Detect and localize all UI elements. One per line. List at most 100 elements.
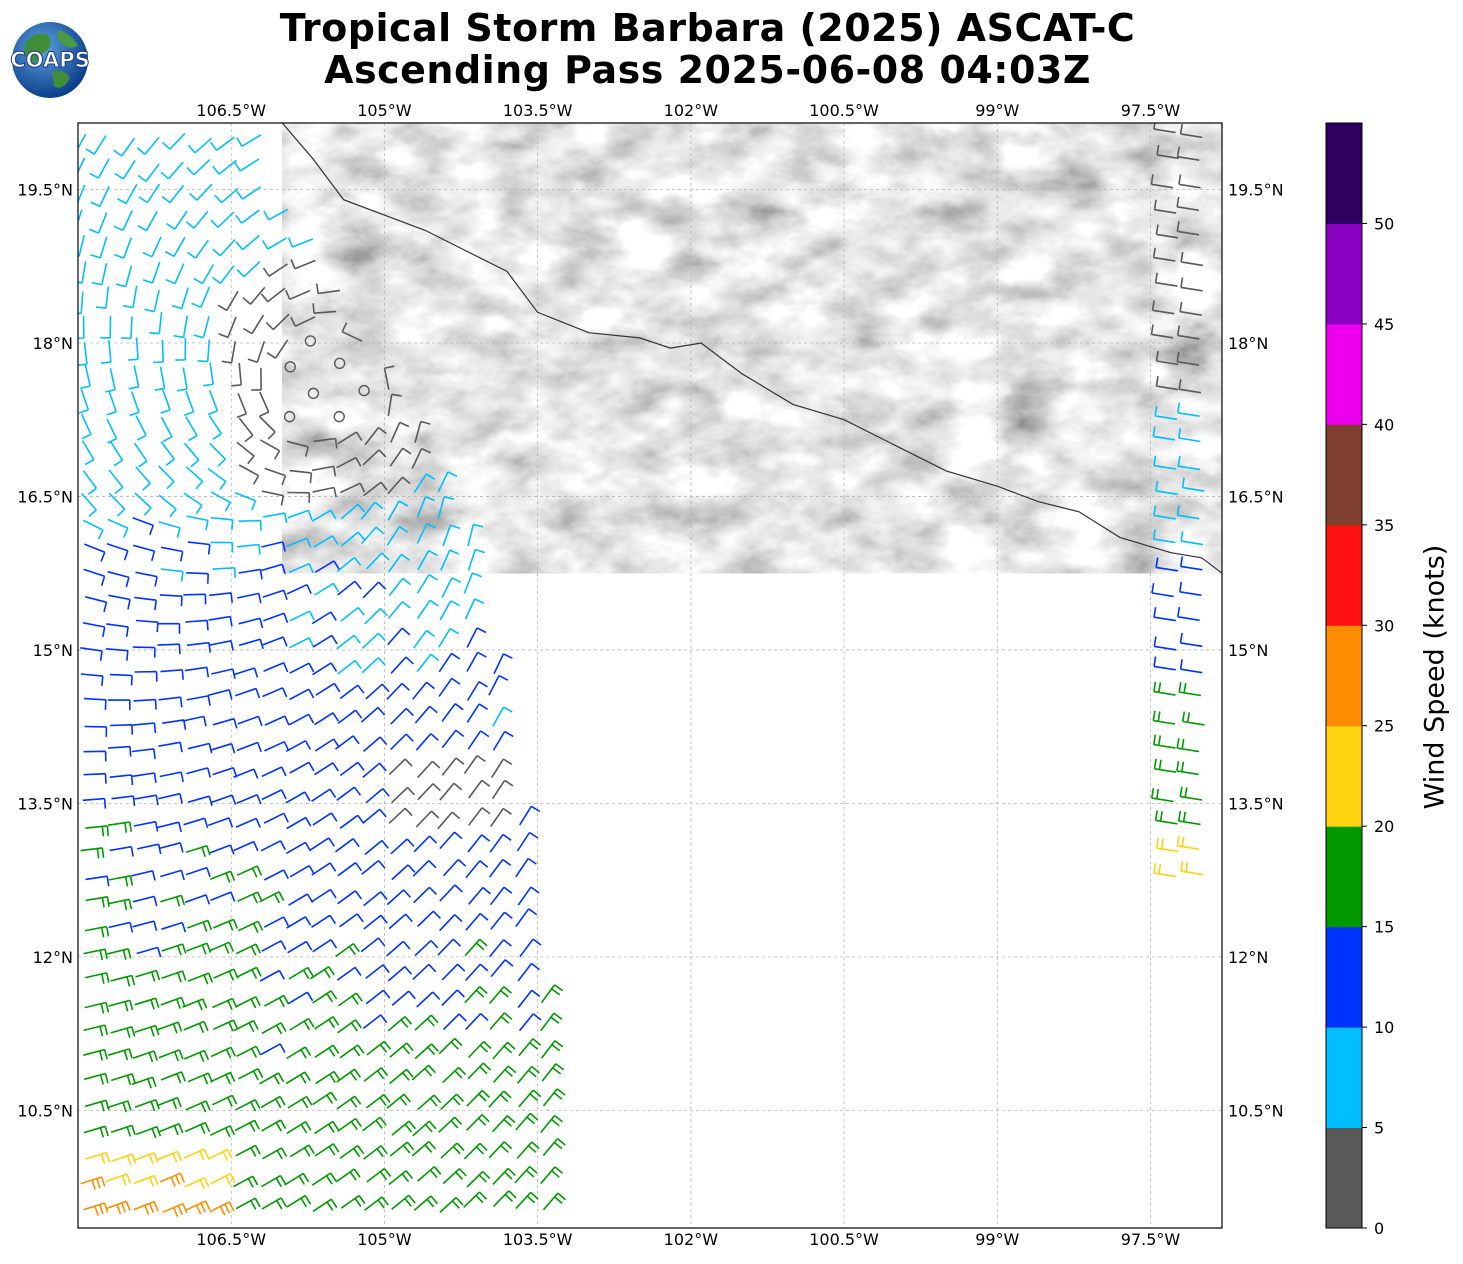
lon-tick-label-bottom: 100.5°W: [809, 1230, 879, 1249]
wind-barb: [110, 441, 124, 467]
wind-barb: [80, 364, 91, 389]
wind-barb: [106, 390, 117, 416]
wind-barb: [335, 1168, 361, 1183]
wind-barb: [1177, 456, 1201, 471]
wind-barb: [78, 133, 87, 150]
wind-barb: [81, 492, 97, 518]
wind-barb: [210, 1046, 236, 1059]
wind-barb: [213, 968, 239, 981]
wind-barb: [360, 526, 385, 545]
wind-barb: [387, 600, 411, 619]
wind-barb: [386, 940, 411, 957]
wind-barb: [165, 263, 185, 285]
wind-barb: [337, 992, 363, 1007]
wind-barb: [164, 236, 186, 258]
wind-barb: [114, 237, 133, 259]
wind-barb: [1179, 123, 1203, 139]
wind-barb: [182, 715, 207, 727]
wind-barb: [264, 715, 290, 726]
wind-barb: [286, 1046, 312, 1060]
wind-barb: [411, 447, 431, 469]
wind-barb: [413, 835, 438, 853]
wind-barb: [156, 1150, 183, 1163]
wind-barb: [437, 938, 462, 956]
wind-barb: [158, 494, 177, 518]
lon-tick-label-top: 102°W: [664, 101, 719, 120]
wind-barb: [80, 1176, 106, 1190]
wind-barb: [247, 341, 266, 364]
wind-barb: [1178, 427, 1201, 443]
wind-barb: [1153, 636, 1177, 651]
wind-barb: [438, 677, 461, 697]
wind-barb: [363, 914, 388, 930]
wind-barb: [337, 1117, 362, 1133]
wind-barb: [210, 211, 235, 228]
wind-barb: [364, 1196, 389, 1211]
lon-tick-label-top: 106.5°W: [196, 101, 266, 120]
wind-barb: [106, 1100, 132, 1113]
wind-barb: [442, 1066, 467, 1084]
wind-barb: [1153, 455, 1176, 470]
wind-barb: [132, 517, 154, 536]
wind-barb: [287, 491, 311, 503]
wind-barb: [387, 393, 402, 417]
wind-barb: [90, 186, 110, 208]
wind-barb: [84, 725, 108, 737]
colorbar-segment: [1326, 926, 1362, 1028]
wind-barb: [289, 865, 315, 878]
wind-barb: [134, 794, 159, 806]
wind-barb: [518, 1089, 542, 1108]
wind-barb: [100, 315, 112, 339]
wind-barb: [85, 875, 110, 887]
wind-barb: [517, 962, 540, 982]
wind-barb: [542, 1137, 566, 1157]
wind-barb: [286, 1194, 312, 1208]
wind-barb: [263, 812, 289, 824]
wind-barb: [263, 916, 290, 928]
wind-barb: [233, 768, 259, 779]
wind-barb: [209, 640, 234, 651]
wind-barb: [383, 365, 395, 390]
wind-barb: [217, 290, 239, 311]
map-gridlines: [78, 123, 1222, 1228]
wind-barb: [210, 541, 234, 553]
wind-barb: [1181, 477, 1205, 492]
wind-barb: [186, 942, 212, 955]
wind-barb: [233, 840, 259, 852]
wind-barb: [491, 758, 513, 779]
wind-barb: [83, 1048, 108, 1061]
wind-barb: [492, 730, 514, 751]
wind-barb: [467, 834, 491, 853]
wind-barb: [233, 1175, 259, 1188]
wind-barb: [365, 787, 390, 804]
wind-barb: [208, 615, 233, 627]
wind-barb: [467, 730, 490, 750]
wind-barb: [183, 1148, 210, 1161]
colorbar-tick-label: 35: [1374, 516, 1394, 535]
wind-barb: [1179, 632, 1203, 648]
wind-barb: [158, 1122, 184, 1136]
wind-barb: [106, 948, 132, 960]
lat-tick-label-right: 13.5°N: [1228, 794, 1284, 813]
wind-barb: [105, 368, 116, 393]
wind-barb: [439, 1196, 464, 1213]
wind-barb: [364, 426, 387, 446]
wind-barb: [78, 184, 86, 204]
wind-barb: [212, 265, 235, 285]
wind-barb: [78, 235, 86, 258]
wind-barb: [337, 890, 362, 905]
wind-barb: [287, 509, 313, 521]
wind-barb: [260, 840, 286, 852]
wind-barb: [288, 991, 314, 1005]
wind-barb: [166, 210, 188, 230]
globe-logo-icon: COAPS: [10, 20, 90, 100]
lat-tick-label-right: 10.5°N: [1228, 1101, 1284, 1120]
wind-barb: [111, 795, 136, 807]
wind-barb: [313, 437, 338, 449]
wind-barb: [1182, 711, 1205, 726]
wind-barb: [138, 183, 161, 204]
lon-tick-label-bottom: 105°W: [357, 1230, 412, 1249]
wind-barb: [120, 316, 133, 340]
wind-barb: [416, 653, 440, 673]
wind-barb: [289, 713, 315, 726]
